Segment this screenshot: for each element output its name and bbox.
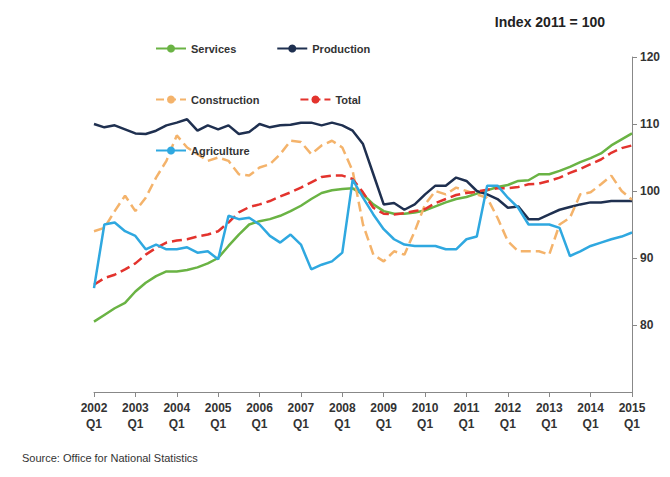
- svg-text:2007: 2007: [288, 401, 315, 415]
- svg-text:Agriculture: Agriculture: [191, 145, 250, 157]
- svg-text:Q1: Q1: [127, 417, 143, 431]
- svg-text:2010: 2010: [412, 401, 439, 415]
- svg-text:2004: 2004: [163, 401, 190, 415]
- svg-text:Q1: Q1: [169, 417, 185, 431]
- svg-text:Q1: Q1: [624, 417, 640, 431]
- svg-text:Q1: Q1: [541, 417, 557, 431]
- svg-text:Q1: Q1: [376, 417, 392, 431]
- svg-text:Q1: Q1: [86, 417, 102, 431]
- svg-text:Q1: Q1: [458, 417, 474, 431]
- svg-text:2012: 2012: [494, 401, 521, 415]
- svg-text:2014: 2014: [577, 401, 604, 415]
- svg-text:100: 100: [640, 184, 660, 198]
- svg-text:2006: 2006: [246, 401, 273, 415]
- svg-text:2013: 2013: [536, 401, 563, 415]
- svg-text:Construction: Construction: [191, 94, 260, 106]
- svg-text:2015: 2015: [619, 401, 646, 415]
- svg-text:120: 120: [640, 50, 660, 64]
- svg-text:Source: Office for National St: Source: Office for National Statistics: [22, 452, 198, 464]
- svg-text:Q1: Q1: [293, 417, 309, 431]
- svg-text:Total: Total: [335, 94, 360, 106]
- svg-text:Services: Services: [191, 43, 236, 55]
- svg-text:Q1: Q1: [334, 417, 350, 431]
- svg-text:80: 80: [640, 318, 654, 332]
- svg-text:2008: 2008: [329, 401, 356, 415]
- svg-text:Q1: Q1: [417, 417, 433, 431]
- svg-text:Q1: Q1: [210, 417, 226, 431]
- svg-text:Production: Production: [312, 43, 370, 55]
- svg-text:110: 110: [640, 117, 660, 131]
- svg-text:Index 2011 = 100: Index 2011 = 100: [495, 14, 605, 30]
- svg-text:2009: 2009: [370, 401, 397, 415]
- svg-text:Q1: Q1: [500, 417, 516, 431]
- svg-text:Q1: Q1: [583, 417, 599, 431]
- svg-text:2005: 2005: [205, 401, 232, 415]
- svg-text:90: 90: [640, 251, 654, 265]
- svg-text:Q1: Q1: [252, 417, 268, 431]
- svg-text:2003: 2003: [122, 401, 149, 415]
- svg-text:2011: 2011: [453, 401, 479, 415]
- svg-text:2002: 2002: [81, 401, 108, 415]
